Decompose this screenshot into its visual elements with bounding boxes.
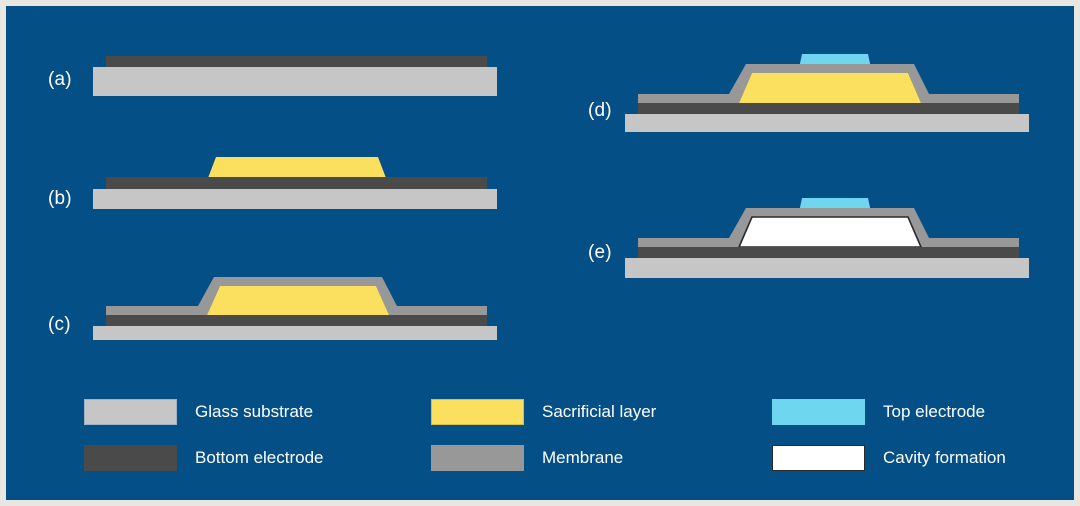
legend-item-sacrificial-layer: Sacrificial layer <box>431 399 656 425</box>
legend-swatch-cavity-formation <box>772 445 865 471</box>
legend: Glass substrate Bottom electrode Sacrifi… <box>6 384 1074 484</box>
legend-swatch-glass-substrate <box>84 399 177 425</box>
panel-c-label: (c) <box>48 314 71 335</box>
legend-item-membrane: Membrane <box>431 445 623 471</box>
sacrificial-layer-shape <box>208 157 386 178</box>
glass-substrate-layer <box>625 258 1029 278</box>
sacrificial-layer-shape <box>739 73 921 103</box>
legend-label-sacrificial-layer: Sacrificial layer <box>542 402 657 421</box>
legend-label-top-electrode: Top electrode <box>883 402 986 421</box>
cavity-formation-layer <box>737 216 923 248</box>
legend-label-cavity-formation: Cavity formation <box>883 448 1006 467</box>
legend-label-glass-substrate: Glass substrate <box>195 402 314 421</box>
panel-a-stack <box>86 50 506 100</box>
bottom-electrode-layer <box>106 56 487 67</box>
panel-c-stack <box>86 268 506 340</box>
membrane-layer <box>638 208 1019 247</box>
legend-swatch-sacrificial-layer <box>431 399 524 425</box>
legend-item-bottom-electrode: Bottom electrode <box>84 445 324 471</box>
legend-label-membrane: Membrane <box>542 448 624 467</box>
panel-b-stack <box>86 149 506 213</box>
legend-swatch-membrane <box>431 445 524 471</box>
bottom-electrode-layer <box>106 177 487 189</box>
glass-substrate-layer <box>93 67 497 96</box>
legend-item-glass-substrate: Glass substrate <box>84 399 313 425</box>
legend-item-top-electrode: Top electrode <box>772 399 985 425</box>
bottom-electrode-layer <box>638 103 1019 114</box>
panel-a-label: (a) <box>48 69 72 90</box>
panel-e-label: (e) <box>588 242 612 263</box>
process-flow-figure: (a) (b) (c) <box>6 6 1074 500</box>
membrane-layer <box>106 277 487 315</box>
panel-d-stack <box>618 42 1038 132</box>
panel-d-label: (d) <box>588 100 612 121</box>
legend-item-cavity-formation: Cavity formation <box>772 445 1006 471</box>
legend-label-bottom-electrode: Bottom electrode <box>195 448 324 467</box>
membrane-layer <box>638 64 1019 103</box>
glass-substrate-layer <box>93 326 497 340</box>
bottom-electrode-layer <box>638 247 1019 258</box>
legend-swatch-top-electrode <box>772 399 865 425</box>
sacrificial-layer-shape <box>207 286 389 315</box>
panel-b-label: (b) <box>48 188 72 209</box>
glass-substrate-layer <box>625 114 1029 132</box>
glass-substrate-layer <box>93 189 497 209</box>
panel-e-stack <box>618 188 1038 278</box>
legend-swatch-bottom-electrode <box>84 445 177 471</box>
bottom-electrode-layer <box>106 315 487 326</box>
